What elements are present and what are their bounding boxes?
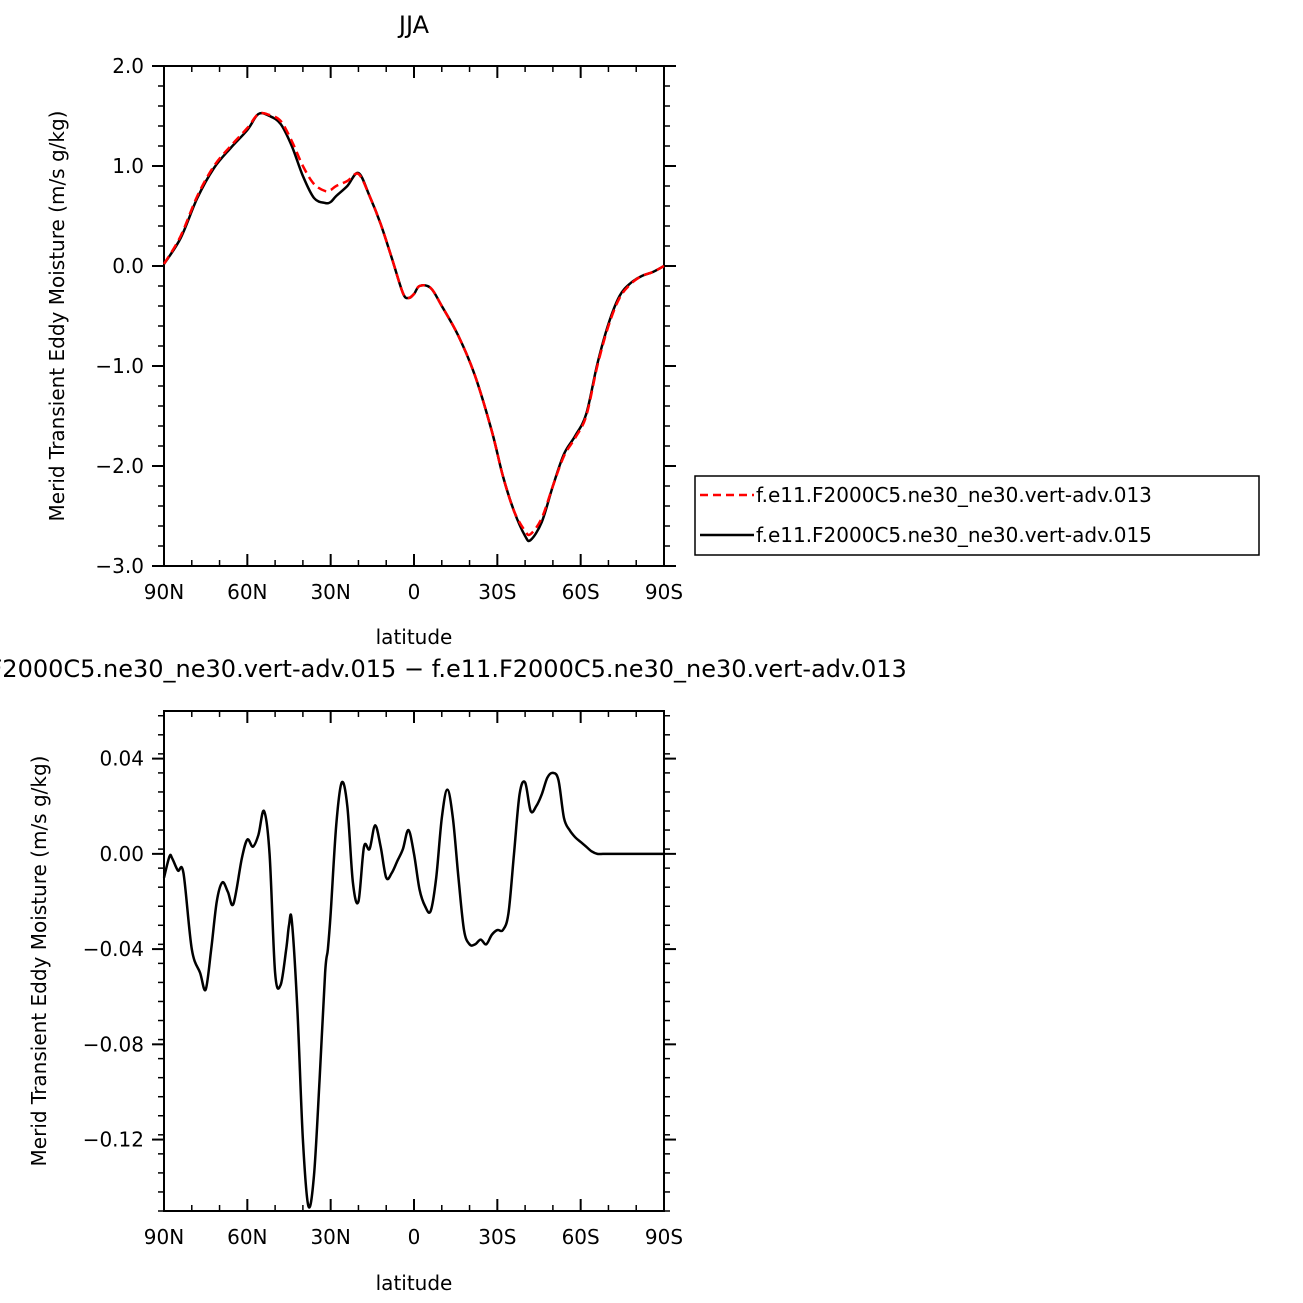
chart-top-y-axis-label: Merid Transient Eddy Moisture (m/s g/kg) (45, 111, 69, 522)
y-tick-label: 2.0 (112, 54, 144, 78)
y-tick-label: 0.0 (112, 254, 144, 278)
y-tick-label: 0.00 (99, 842, 144, 866)
chart-bottom-x-axis-label: latitude (376, 1271, 453, 1295)
x-tick-label: 30S (478, 580, 516, 604)
x-tick-label: 0 (408, 1225, 421, 1249)
chart-top-y-ticks: −3.0 −2.0 −1.0 0.0 1.0 2.0 (95, 54, 676, 578)
y-tick-label: −3.0 (95, 554, 144, 578)
x-tick-label: 60S (562, 1225, 600, 1249)
chart-bottom-x-ticks: 90N 60N 30N 0 30S 60S 90S (144, 711, 683, 1249)
chart-bottom: f.e11.F2000C5.ne30_ne30.vert-adv.015 − f… (0, 655, 907, 1295)
chart-top-title: JJA (397, 11, 430, 39)
chart-bottom-y-axis-label: Merid Transient Eddy Moisture (m/s g/kg) (27, 756, 51, 1167)
series-line-1 (162, 111, 665, 537)
chart-bottom-series (162, 771, 664, 1209)
y-tick-label: 1.0 (112, 154, 144, 178)
x-tick-label: 30N (310, 1225, 350, 1249)
x-tick-label: 60N (227, 1225, 267, 1249)
x-tick-label: 0 (408, 580, 421, 604)
chart-top-legend: f.e11.F2000C5.ne30_ne30.vert-adv.013 f.e… (694, 475, 1260, 556)
x-tick-label: 90N (144, 1225, 184, 1249)
x-tick-label: 90N (144, 580, 184, 604)
x-tick-label: 30S (478, 1225, 516, 1249)
x-tick-label: 30N (310, 580, 350, 604)
chart-top-frame (163, 65, 665, 567)
x-tick-label: 60N (227, 580, 267, 604)
x-tick-label: 90S (645, 1225, 683, 1249)
chart-top-x-ticks: 90N 60N 30N 0 30S 60S 90S (144, 66, 683, 604)
chart-top-series (162, 111, 665, 543)
y-tick-label: −0.12 (83, 1128, 144, 1152)
series-line-0 (162, 771, 664, 1209)
chart-top: JJA 90N 60N 30N 0 30S 60S 90S −3.0 −2.0 −1.0 0.0 1… (45, 11, 1260, 649)
legend-label-013: f.e11.F2000C5.ne30_ne30.vert-adv.013 (756, 483, 1152, 507)
y-tick-label: −1.0 (95, 354, 144, 378)
legend-label-015: f.e11.F2000C5.ne30_ne30.vert-adv.015 (756, 523, 1152, 547)
chart-top-x-axis-label: latitude (376, 625, 453, 649)
x-tick-label: 60S (562, 580, 600, 604)
chart-bottom-frame (163, 710, 665, 1212)
series-line-0 (162, 111, 665, 543)
chart-bottom-y-ticks: −0.12 −0.08 −0.04 0.00 0.04 (83, 715, 676, 1212)
legend-box (694, 475, 1260, 556)
x-tick-label: 90S (645, 580, 683, 604)
chart-bottom-title: f.e11.F2000C5.ne30_ne30.vert-adv.015 − f… (0, 655, 907, 683)
y-tick-label: −2.0 (95, 454, 144, 478)
y-tick-label: −0.08 (83, 1032, 144, 1056)
y-tick-label: 0.04 (99, 747, 144, 771)
y-tick-label: −0.04 (83, 937, 144, 961)
